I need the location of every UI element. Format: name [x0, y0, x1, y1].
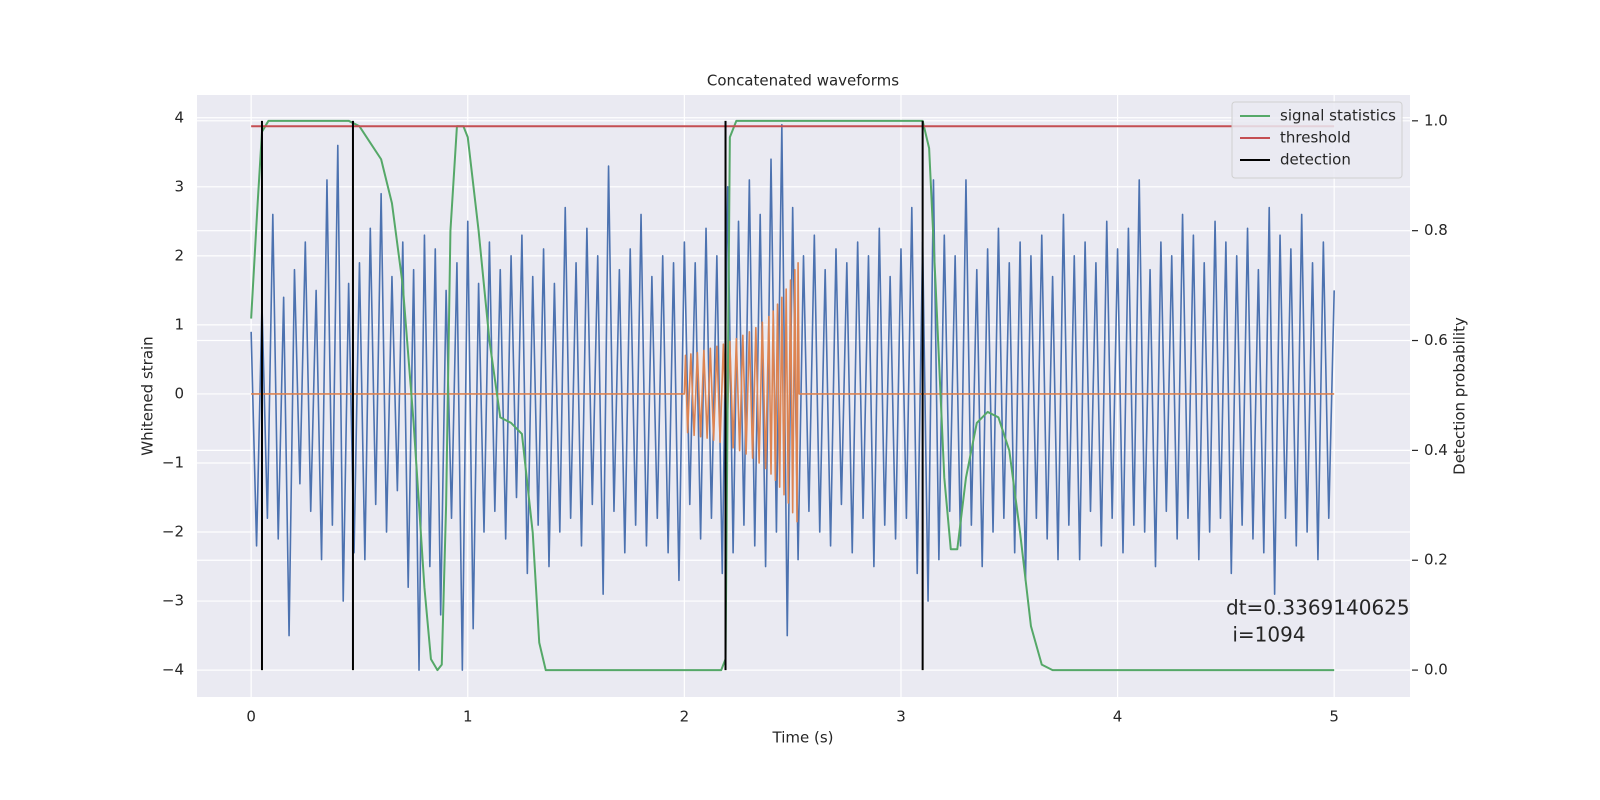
ticks: 0 1 2 3 4 5 −4 −3 −2 −1 0 1 2 3 4 0.0 0.2 0.4 0.6 0.8 1.0: [162, 108, 1448, 725]
y-tick-label: 0: [174, 384, 184, 402]
legend-label: detection: [1280, 151, 1351, 169]
x-tick-label: 4: [1113, 708, 1123, 726]
y2-tick-label: 0.8: [1424, 221, 1448, 239]
x-tick-label: 2: [680, 708, 690, 726]
marks: [250, 119, 1335, 672]
x-tick-label: 0: [246, 708, 256, 726]
legend-label: signal statistics: [1280, 107, 1396, 125]
annotation: i=1094: [1226, 623, 1306, 647]
y-tick-label: −3: [162, 592, 184, 610]
series-line: [250, 119, 1335, 672]
series-line: [251, 261, 1335, 523]
y-tick-label: −2: [162, 523, 184, 541]
y2-tick-label: 0.6: [1424, 331, 1448, 349]
y-tick-label: −4: [162, 661, 184, 679]
y-axis-label: Whitened strain: [139, 336, 157, 455]
x-tick-label: 3: [896, 708, 906, 726]
y2-tick-label: 0.2: [1424, 551, 1448, 569]
y-tick-label: −1: [162, 453, 184, 471]
chart-title: Concatenated waveforms: [707, 72, 899, 90]
legend-label: threshold: [1280, 129, 1351, 147]
y-tick-label: 3: [174, 177, 184, 195]
series-line: [250, 123, 1335, 671]
x-tick-label: 5: [1329, 708, 1339, 726]
y2-tick-label: 0.4: [1424, 441, 1448, 459]
y-tick-label: 4: [174, 108, 184, 126]
y2-tick-label: 0.0: [1424, 661, 1448, 679]
x-tick-label: 1: [463, 708, 473, 726]
y-tick-label: 1: [174, 315, 184, 333]
annotation: dt=0.3369140625: [1226, 596, 1410, 620]
y2-axis-label: Detection probability: [1451, 317, 1469, 475]
y2-tick-label: 1.0: [1424, 111, 1448, 129]
legend: signal statistics threshold detection: [1231, 101, 1403, 179]
y-tick-label: 2: [174, 246, 184, 264]
legend-frame: [1231, 101, 1403, 179]
x-axis-label: Time (s): [772, 729, 834, 747]
